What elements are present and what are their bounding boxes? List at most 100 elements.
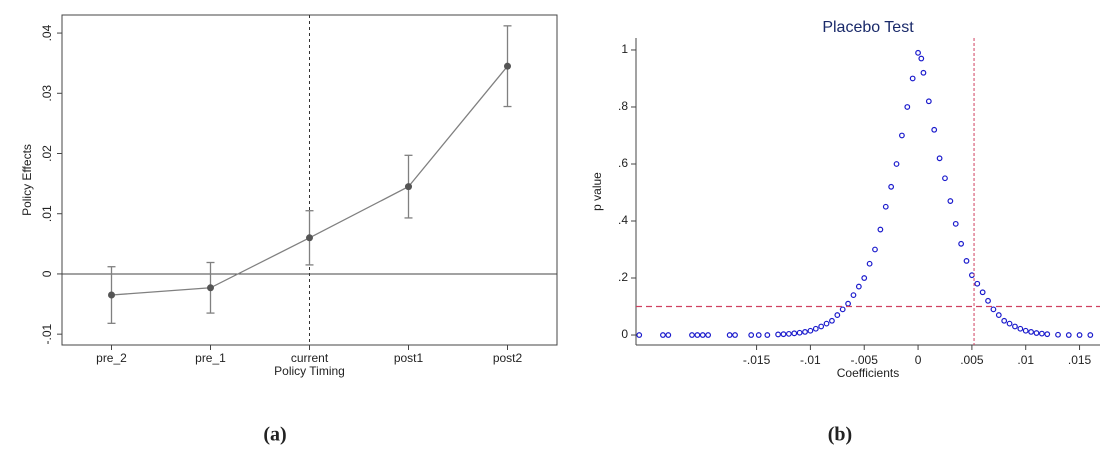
point [1038, 330, 1045, 337]
point [925, 98, 932, 105]
y-tick-label: 0 [40, 270, 54, 277]
point [636, 332, 643, 338]
point [918, 55, 925, 62]
point [705, 332, 712, 338]
point [689, 332, 695, 338]
point [909, 75, 916, 82]
point [861, 275, 868, 281]
point [1055, 331, 1061, 338]
y-tick-label: .8 [618, 99, 628, 113]
point [1065, 332, 1072, 338]
point [665, 332, 672, 338]
point [755, 332, 762, 338]
point [882, 203, 889, 210]
point [936, 155, 943, 162]
point [726, 332, 733, 338]
point [780, 331, 787, 338]
point [995, 312, 1002, 318]
point [866, 260, 873, 267]
point [1087, 332, 1094, 338]
x-tick-label: .005 [960, 353, 984, 367]
point [990, 306, 997, 313]
x-tick-label: -.015 [743, 353, 771, 367]
point [985, 297, 991, 304]
chart-title: Placebo Test [822, 19, 914, 36]
point [1022, 327, 1029, 334]
y-tick-label: 1 [621, 42, 628, 56]
point [660, 332, 666, 338]
point [904, 104, 911, 110]
point [839, 306, 846, 313]
caption: (b) [828, 424, 852, 446]
point [807, 327, 814, 334]
x-tick-label: pre_2 [96, 351, 127, 365]
point [1001, 317, 1008, 324]
point [1012, 323, 1018, 330]
point [785, 330, 792, 337]
point [947, 198, 954, 204]
y-tick-label: .02 [40, 145, 54, 162]
point [732, 332, 738, 338]
point [306, 234, 313, 242]
point [1044, 331, 1051, 338]
point [1033, 330, 1040, 336]
point [963, 258, 970, 264]
point [942, 175, 948, 182]
x-tick-label: post2 [493, 351, 523, 365]
point [1006, 320, 1013, 327]
y-axis-label: p value [590, 172, 604, 211]
point [108, 291, 115, 299]
x-tick-label: pre_1 [195, 351, 226, 365]
point [974, 280, 981, 287]
point [920, 69, 927, 76]
point [775, 331, 782, 338]
point [931, 126, 938, 133]
x-axis-label: Policy Timing [274, 364, 345, 378]
point [802, 328, 808, 335]
caption: (a) [263, 424, 286, 446]
y-tick-label: .6 [618, 156, 628, 170]
x-tick-label: -.005 [851, 353, 879, 367]
point [845, 300, 851, 307]
x-tick-label: current [291, 351, 329, 365]
point [764, 332, 771, 338]
y-tick-label: -.01 [40, 324, 54, 345]
y-tick-label: .2 [618, 270, 628, 284]
point [979, 289, 986, 296]
point [877, 226, 884, 233]
point [823, 320, 830, 327]
x-tick-label: post1 [394, 351, 424, 365]
point [699, 332, 706, 338]
x-axis-label: Coefficients [837, 366, 899, 380]
point [893, 161, 900, 167]
point [1076, 332, 1083, 338]
y-tick-label: .01 [40, 205, 54, 222]
point [1017, 325, 1024, 332]
point [405, 183, 412, 191]
point [958, 240, 965, 247]
point [915, 49, 921, 56]
point [818, 323, 825, 330]
point [850, 292, 857, 299]
x-tick-label: .015 [1068, 353, 1092, 367]
point [748, 332, 755, 338]
x-tick-label: .01 [1017, 353, 1034, 367]
x-tick-label: 0 [915, 353, 922, 367]
point [952, 220, 959, 227]
point [504, 62, 511, 70]
point [899, 132, 905, 139]
point [812, 325, 819, 332]
point [694, 332, 701, 338]
y-tick-label: .03 [40, 85, 54, 102]
y-axis-label: Policy Effects [20, 144, 34, 216]
y-tick-label: .04 [40, 24, 54, 41]
point [855, 283, 862, 290]
point [968, 272, 975, 279]
point [796, 329, 803, 336]
point [888, 183, 895, 190]
point [829, 317, 835, 324]
point [207, 284, 214, 292]
point [834, 312, 841, 318]
point [872, 246, 878, 253]
